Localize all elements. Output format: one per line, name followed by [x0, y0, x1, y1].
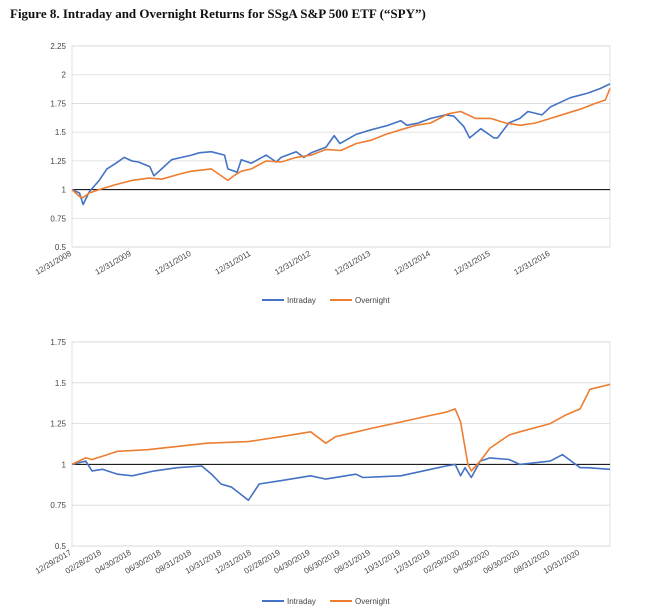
x-tick-label: 12/31/2014 [393, 249, 433, 277]
y-tick-label: 1.75 [50, 99, 66, 108]
x-tick-label: 12/31/2009 [94, 249, 134, 277]
y-tick-label: 1.5 [55, 128, 67, 137]
y-tick-label: 1 [62, 460, 67, 469]
intraday-overnight-chart-2018-2020: 0.50.7511.251.51.7512/29/201702/28/20180… [34, 338, 611, 606]
x-tick-label: 12/31/2016 [512, 249, 552, 277]
y-tick-label: 0.5 [55, 243, 67, 252]
plot-area-border [71, 45, 611, 248]
x-tick-label: 12/31/2013 [333, 249, 373, 277]
legend-label-intraday: Intraday [287, 597, 316, 606]
x-tick-label: 12/31/2015 [452, 249, 492, 277]
series-line-intraday [71, 453, 611, 502]
legend-label-overnight: Overnight [355, 296, 390, 305]
y-tick-label: 1.25 [50, 157, 66, 166]
y-tick-label: 1.25 [50, 420, 66, 429]
series-line-overnight [71, 383, 611, 472]
x-tick-label: 12/31/2012 [273, 249, 313, 277]
figure-title: Figure 8. Intraday and Overnight Returns… [10, 6, 426, 21]
plot-area-border [71, 341, 611, 547]
series-line-overnight [71, 88, 611, 199]
x-tick-label: 12/31/2010 [153, 249, 193, 277]
y-tick-label: 0.75 [50, 501, 66, 510]
y-tick-label: 1.75 [50, 338, 66, 347]
series-line-intraday [71, 83, 611, 206]
y-tick-label: 1 [62, 186, 67, 195]
legend-label-overnight: Overnight [355, 597, 390, 606]
intraday-overnight-chart-2009-2017: 0.5 0.75 1 1.25 1.5 1.75 2 2.25 12/31/2008 12/31/… [34, 42, 611, 305]
y-tick-label: 0.5 [55, 542, 67, 551]
y-tick-label: 2 [62, 71, 67, 80]
y-tick-label: 1.5 [55, 379, 67, 388]
y-tick-label: 2.25 [50, 42, 66, 51]
x-tick-label: 12/31/2011 [214, 249, 253, 277]
y-tick-label: 0.75 [50, 214, 66, 223]
x-tick-label: 12/31/2008 [34, 249, 74, 277]
legend-label-intraday: Intraday [287, 296, 316, 305]
